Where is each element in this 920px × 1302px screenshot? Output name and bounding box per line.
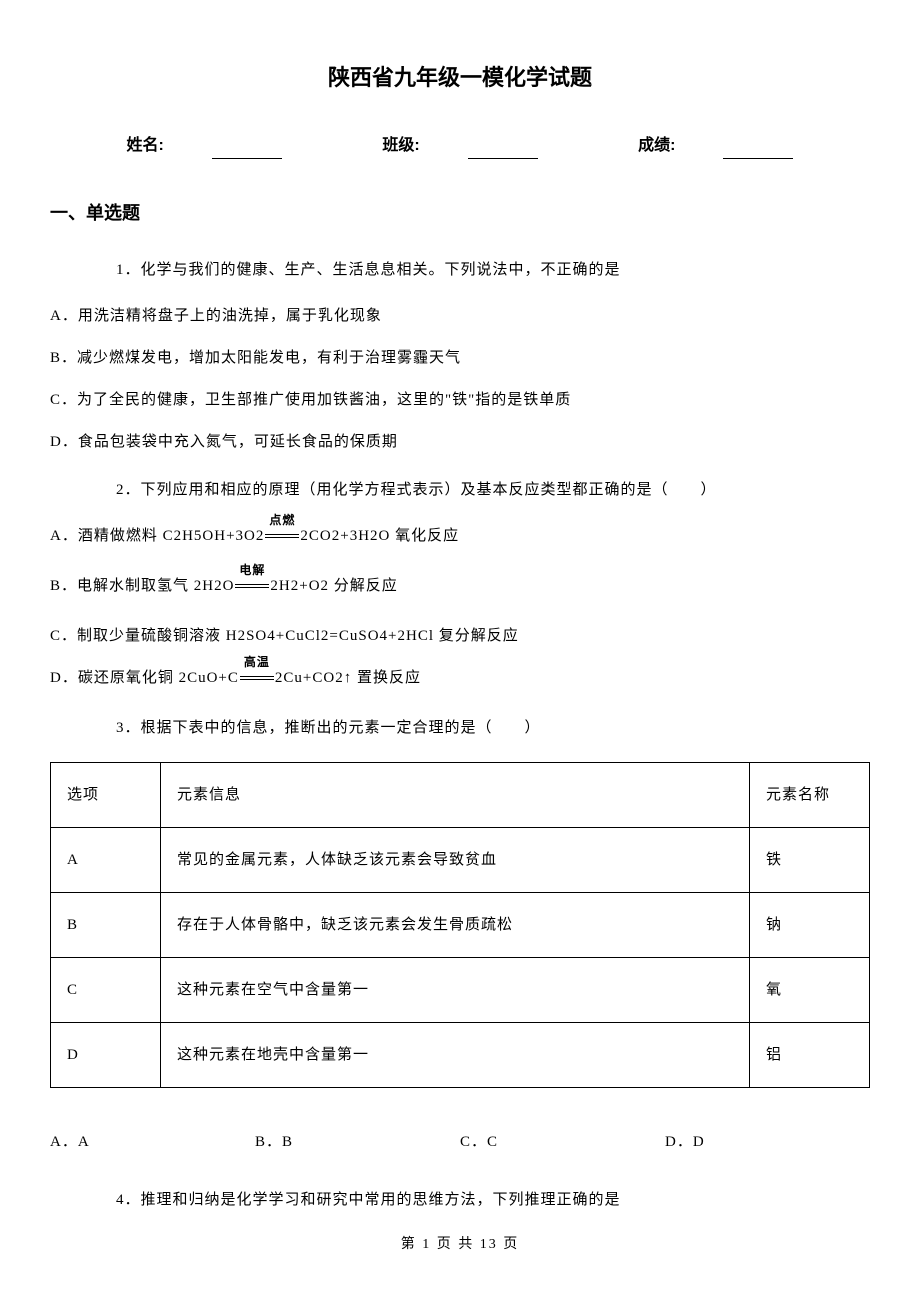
q1-option-b: B．减少燃煤发电，增加太阳能发电，有利于治理雾霾天气 [50,346,870,370]
q1-option-a: A．用洗洁精将盘子上的油洗掉，属于乳化现象 [50,304,870,328]
table-cell: 这种元素在地壳中含量第一 [161,1022,750,1087]
table-cell: 铝 [750,1022,870,1087]
table-cell: D [51,1022,161,1087]
q1-option-c: C．为了全民的健康，卫生部推广使用加铁酱油，这里的"铁"指的是铁单质 [50,388,870,412]
page-title: 陕西省九年级一模化学试题 [50,60,870,95]
info-row: 姓名: 班级: 成绩: [50,133,870,159]
q3-table: 选项 元素信息 元素名称 A 常见的金属元素，人体缺乏该元素会导致贫血 铁 B … [50,762,870,1088]
table-cell: 常见的金属元素，人体缺乏该元素会导致贫血 [161,827,750,892]
q2-option-b: B．电解水制取氢气 2H2O电解2H2+O2 分解反应 [50,574,870,598]
q3-option-c: C．C [460,1130,665,1154]
table-row: C 这种元素在空气中含量第一 氧 [51,957,870,1022]
q1-option-d: D．食品包装袋中充入氮气，可延长食品的保质期 [50,430,870,454]
reaction-condition-icon: 点燃 [264,527,300,546]
q2-option-a: A．酒精做燃料 C2H5OH+3O2点燃2CO2+3H2O 氧化反应 [50,524,870,548]
table-cell: 元素名称 [750,762,870,827]
table-cell: C [51,957,161,1022]
q2-option-c: C．制取少量硫酸铜溶液 H2SO4+CuCl2=CuSO4+2HCl 复分解反应 [50,624,870,648]
score-field: 成绩: [614,137,817,154]
q3-options: A．A B．B C．C D．D [50,1130,870,1154]
table-cell: 铁 [750,827,870,892]
q2-stem: 2．下列应用和相应的原理（用化学方程式表示）及基本反应类型都正确的是（ ） [86,478,870,502]
table-row: D 这种元素在地壳中含量第一 铝 [51,1022,870,1087]
reaction-condition-icon: 高温 [239,669,275,688]
q2-option-d: D．碳还原氧化铜 2CuO+C高温2Cu+CO2↑ 置换反应 [50,666,870,690]
table-row: B 存在于人体骨骼中，缺乏该元素会发生骨质疏松 钠 [51,892,870,957]
table-cell: 存在于人体骨骼中，缺乏该元素会发生骨质疏松 [161,892,750,957]
table-cell: 氧 [750,957,870,1022]
page-footer: 第 1 页 共 13 页 [50,1234,870,1256]
q3-option-d: D．D [665,1130,870,1154]
q1-stem: 1．化学与我们的健康、生产、生活息息相关。下列说法中，不正确的是 [86,258,870,282]
q3-option-b: B．B [255,1130,460,1154]
q3-option-a: A．A [50,1130,255,1154]
table-cell: 钠 [750,892,870,957]
q4-stem: 4．推理和归纳是化学学习和研究中常用的思维方法，下列推理正确的是 [86,1188,870,1212]
table-row: A 常见的金属元素，人体缺乏该元素会导致贫血 铁 [51,827,870,892]
table-row: 选项 元素信息 元素名称 [51,762,870,827]
table-cell: A [51,827,161,892]
reaction-condition-icon: 电解 [234,577,270,596]
section-heading: 一、单选题 [50,199,870,228]
table-cell: 元素信息 [161,762,750,827]
table-cell: 选项 [51,762,161,827]
name-field: 姓名: [103,137,306,154]
table-cell: B [51,892,161,957]
q3-stem: 3．根据下表中的信息，推断出的元素一定合理的是（ ） [86,716,870,740]
class-field: 班级: [358,137,561,154]
table-cell: 这种元素在空气中含量第一 [161,957,750,1022]
